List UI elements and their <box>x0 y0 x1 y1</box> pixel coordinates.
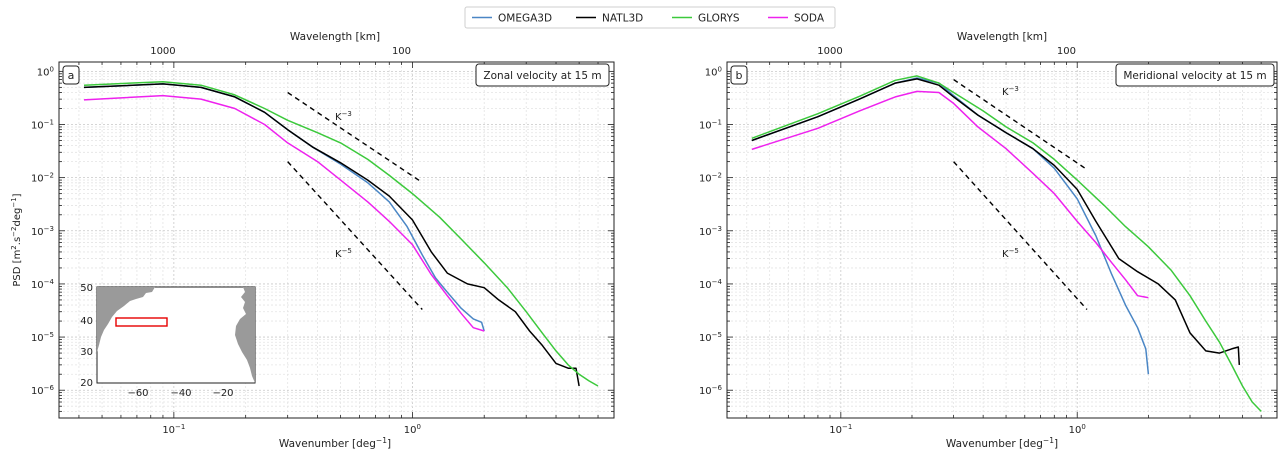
x-tick-label: 10−1 <box>829 423 852 436</box>
reference-slope3-line-a <box>287 91 423 184</box>
y-axis-label: PSD [m2.s−2deg−1] <box>10 193 23 286</box>
y-tick-labels-a: 100 10−1 10−2 10−3 10−4 10−5 10−6 <box>31 65 55 397</box>
panel-b: Wavelength [km] 1000 100 100 10−1 10−2 10−3… <box>699 31 1278 450</box>
map-land-africa-europe <box>235 287 255 383</box>
y-tick-label: 10−6 <box>31 384 55 397</box>
map-land-north-america <box>97 287 155 352</box>
x-tick-labels-a: 10−1 100 <box>162 423 421 436</box>
y-tick-label: 10−3 <box>699 225 722 238</box>
y-tick-label: 10−2 <box>31 172 54 185</box>
inset-x-tick-m60: −60 <box>127 388 148 399</box>
study-region-box <box>115 317 168 327</box>
svg-text:b: b <box>736 69 743 82</box>
series-line-natl3d-b <box>751 78 1241 365</box>
legend-label-glorys: GLORYS <box>698 13 740 25</box>
legend-label-natl3d: NATL3D <box>602 13 643 25</box>
y-tick-label: 10−5 <box>31 331 54 344</box>
inset-y-tick-40: 40 <box>80 316 93 327</box>
x-tick-label: 100 <box>1069 423 1086 436</box>
slope5-label-b: K−5 <box>1002 247 1019 260</box>
series-line-natl3d-a <box>83 83 580 387</box>
y-tick-label: 10−2 <box>699 172 722 185</box>
panel-label-a: a <box>62 65 80 85</box>
y-tick-label: 10−4 <box>699 278 723 291</box>
slope3-label-b: K−3 <box>1002 85 1019 98</box>
grid-b <box>727 62 1278 419</box>
x-axis-label-a: Wavenumber [deg−1] <box>279 436 391 450</box>
title-box-b: Meridional velocity at 15 m <box>1115 63 1275 87</box>
inset-map: 50 40 30 20 −60 −40 −20 <box>80 283 256 399</box>
series-line-soda-a <box>83 94 485 332</box>
y-tick-label: 10−1 <box>699 119 722 132</box>
y-tick-label: 10−4 <box>31 278 55 291</box>
reference-slope5-line-b <box>953 161 1088 310</box>
x-tick-label: 100 <box>404 423 421 436</box>
x-tick-labels-b: 10−1 100 <box>829 423 1086 436</box>
y-tick-label: 10−6 <box>699 384 723 397</box>
x-axis-label-b: Wavenumber [deg−1] <box>946 436 1058 450</box>
svg-text:a: a <box>68 69 75 82</box>
series-line-glorys-b <box>751 75 1262 412</box>
top-ticks-b: 1000 100 <box>817 46 1076 57</box>
series-line-glorys-a <box>83 80 599 387</box>
top-tick-label-a-1000: 1000 <box>150 46 175 57</box>
top-tick-label-b-100: 100 <box>1057 46 1076 57</box>
top-ticks-a: 1000 100 <box>150 46 411 57</box>
inset-x-tick-m40: −40 <box>170 388 191 399</box>
inset-y-tick-20: 20 <box>80 378 93 389</box>
legend: OMEGA3D NATL3D GLORYS SODA <box>464 6 836 29</box>
inset-y-tick-50: 50 <box>80 283 93 294</box>
title-box-a: Zonal velocity at 15 m <box>475 63 610 87</box>
slopes-a <box>287 91 423 310</box>
top-tick-label-a-100: 100 <box>392 46 411 57</box>
y-tick-label: 10−1 <box>31 119 54 132</box>
y-tick-label: 100 <box>705 65 722 78</box>
y-tick-label: 10−3 <box>31 225 54 238</box>
top-xlabel-a: Wavelength [km] <box>290 31 380 43</box>
slopes-b <box>953 79 1088 310</box>
series-layer-a <box>83 80 599 387</box>
series-line-soda-b <box>751 90 1149 299</box>
legend-label-omega3d: OMEGA3D <box>498 13 552 25</box>
series-line-omega3d-b <box>751 77 1150 375</box>
title-a: Zonal velocity at 15 m <box>483 70 601 82</box>
slope5-label-a: K−5 <box>335 247 352 260</box>
y-tick-label: 100 <box>37 65 54 78</box>
reference-slope5-line-a <box>287 161 423 310</box>
axes-frame-b <box>726 61 1278 419</box>
title-b: Meridional velocity at 15 m <box>1123 70 1266 82</box>
top-xlabel-b: Wavelength [km] <box>957 31 1047 43</box>
inset-y-tick-30: 30 <box>80 347 93 358</box>
slope3-label-a: K−3 <box>335 110 352 123</box>
inset-x-tick-m20: −20 <box>212 388 233 399</box>
panel-label-b: b <box>730 65 748 85</box>
panel-a: Wavelength [km] 1000 100 100 10−1 10−2 10−3… <box>31 31 615 450</box>
x-tick-label: 10−1 <box>162 423 185 436</box>
series-layer-b <box>751 75 1262 412</box>
y-tick-labels-b: 100 10−1 10−2 10−3 10−4 10−5 10−6 <box>699 65 723 397</box>
legend-label-soda: SODA <box>794 13 825 25</box>
axes-frame-a <box>58 61 615 419</box>
top-tick-label-b-1000: 1000 <box>817 46 842 57</box>
y-tick-label: 10−5 <box>699 331 722 344</box>
